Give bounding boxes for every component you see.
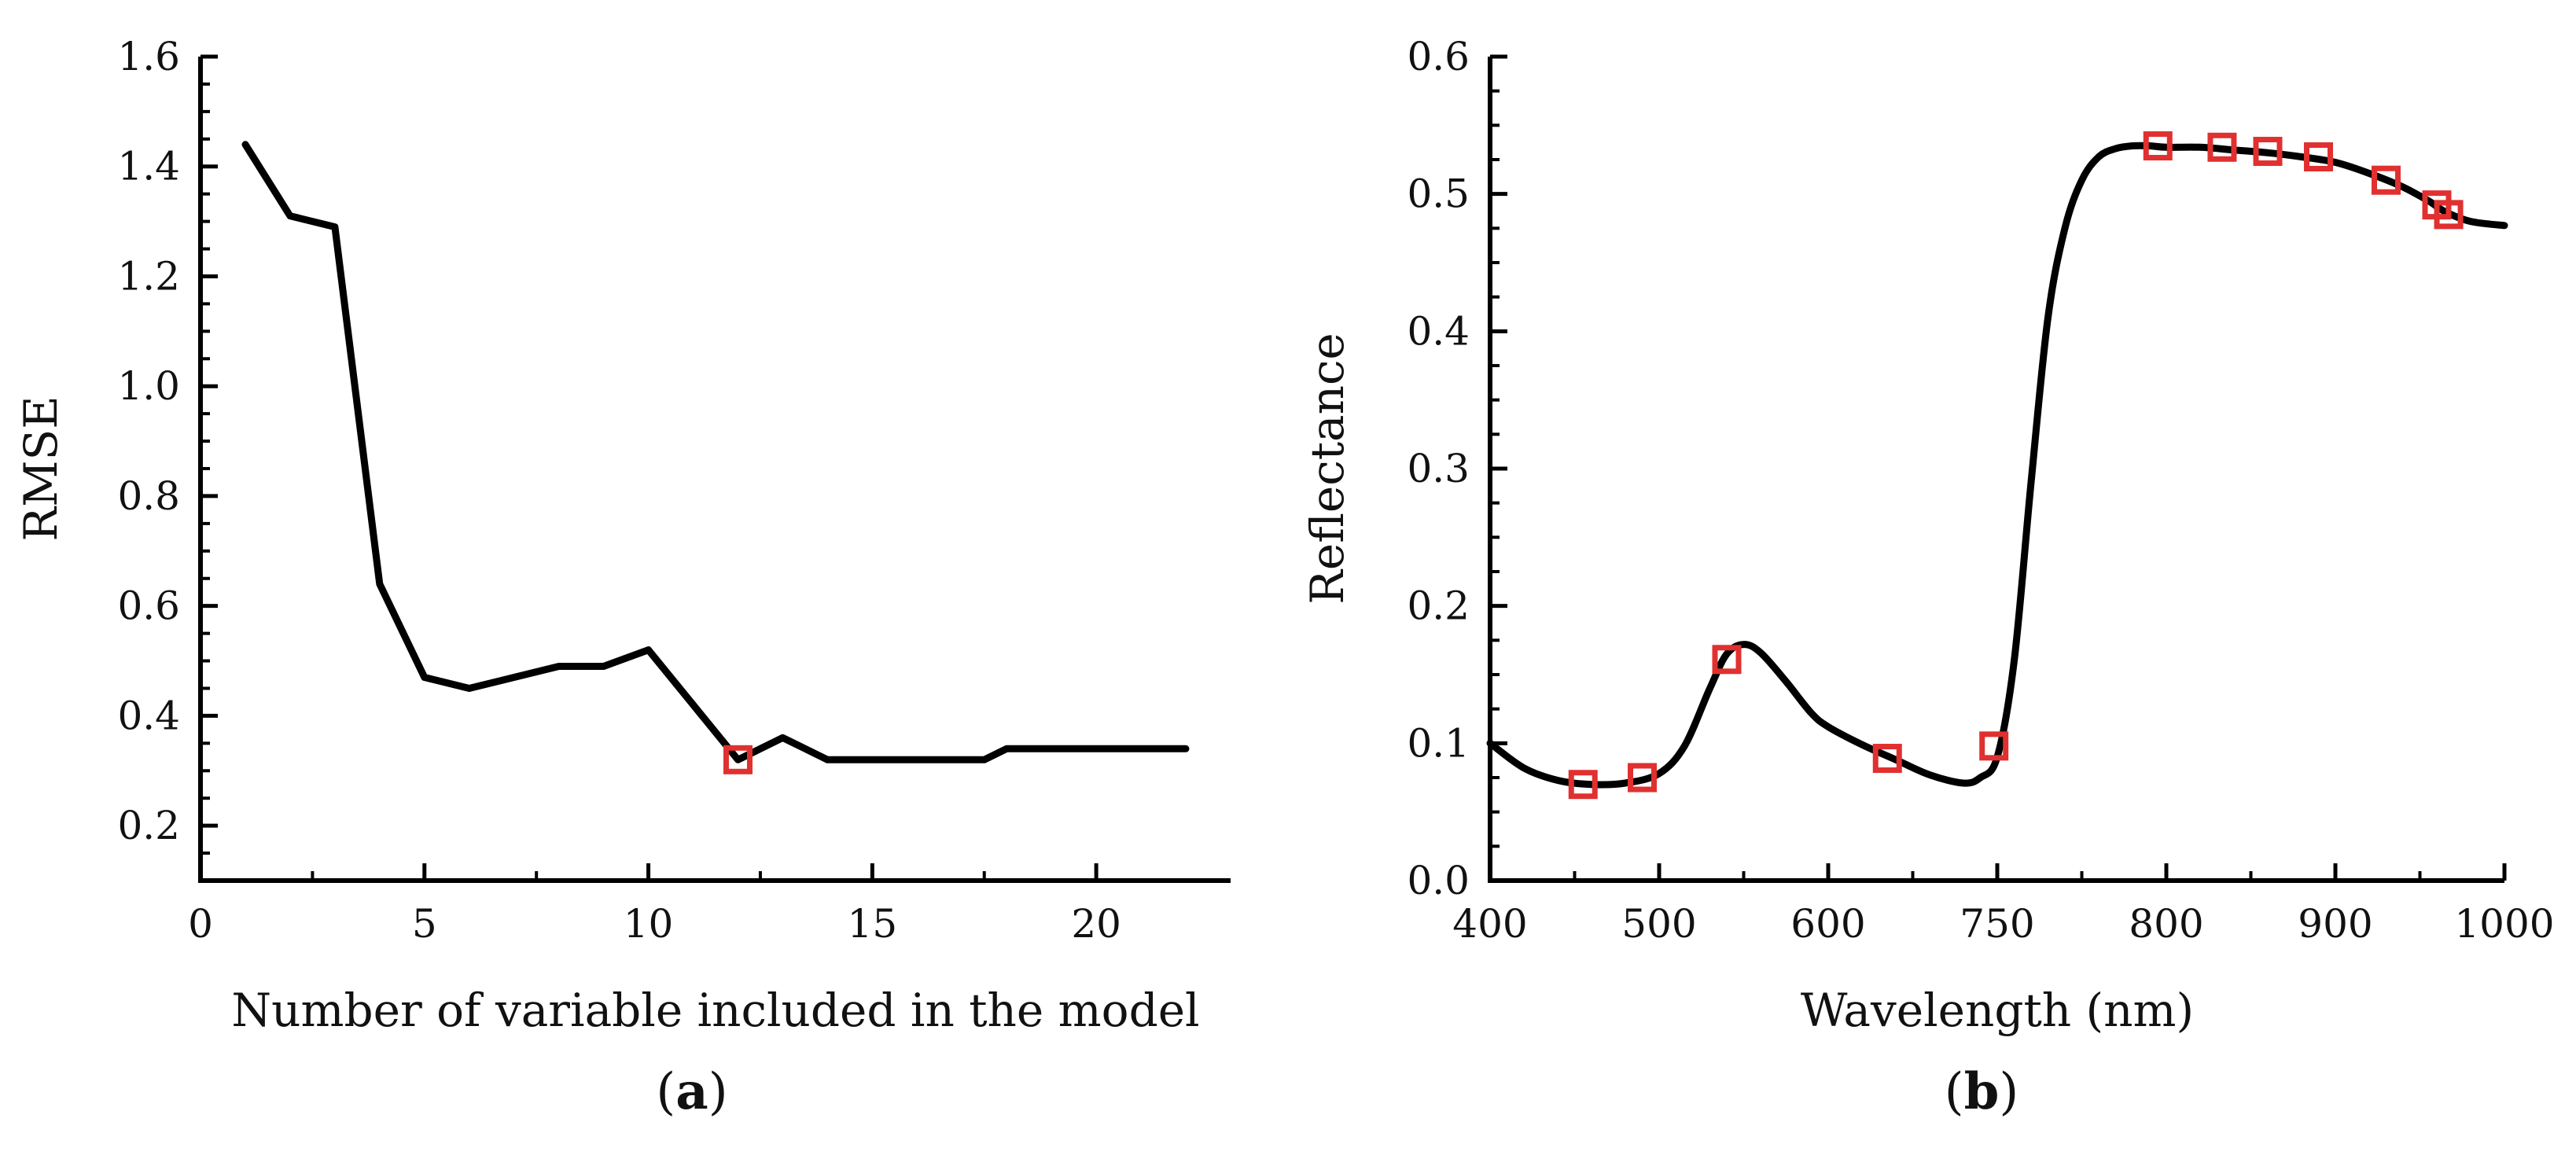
x-tick-label: 20 — [1071, 901, 1121, 947]
y-axis-title-a: RMSE — [14, 395, 68, 541]
x-tick-label: 0 — [188, 901, 213, 947]
y-ticks-b: 0.0 0.1 0.2 0.3 0.4 0.5 0.6 — [1407, 34, 1507, 903]
x-tick-label: 500 — [1621, 901, 1696, 947]
selected-point-marker — [2304, 142, 2333, 172]
selected-point-marker — [723, 745, 753, 774]
x-ticks-a: 0 5 10 15 20 — [188, 863, 1121, 947]
series-line-b — [1486, 142, 2508, 789]
panel-label-close-paren: ) — [1999, 1063, 2018, 1121]
panel-label-open-paren: ( — [656, 1063, 675, 1121]
series-b — [1486, 142, 2508, 789]
x-ticks-b: 400 500 600 750 800 900 1000 — [1452, 863, 2555, 947]
y-tick-label: 0.1 — [1407, 720, 1470, 766]
y-tick-label: 0.6 — [1407, 34, 1470, 79]
selected-point-marker — [2143, 131, 2173, 161]
chart-panel-b: 400 500 600 750 800 900 1000 0.00.10.20.30.40.… — [1301, 34, 2555, 1121]
y-tick-label: 1.6 — [117, 34, 180, 79]
markers-b — [1568, 131, 2464, 800]
panel-label-letter-b: b — [1964, 1062, 2000, 1121]
x-tick-label: 750 — [1960, 901, 2034, 947]
panel-label-b: (b) — [1945, 1062, 2019, 1121]
panel-label-a: (a) — [656, 1062, 727, 1121]
x-tick-label: 5 — [412, 901, 437, 947]
selected-point-marker — [1568, 770, 1598, 800]
y-tick-label: 0.8 — [117, 473, 180, 519]
panel-label-open-paren: ( — [1945, 1063, 1964, 1121]
x-tick-label: 15 — [848, 901, 898, 947]
selected-point-marker — [2253, 137, 2283, 167]
selected-point-marker — [2207, 132, 2237, 162]
selected-point-marker — [1712, 645, 1742, 675]
y-ticks-a: 0.2 0.4 0.6 0.8 1.0 1.2 1.4 1.6 — [117, 34, 218, 882]
panel-label-letter-a: a — [675, 1062, 708, 1121]
chart-panel-a: 0 5 10 15 20 0.2 0.4 0.6 0.8 1.0 1.2 1.4 1.6 Number… — [14, 34, 1231, 1121]
markers-a — [723, 745, 753, 774]
y-tick-label: 0.3 — [1407, 446, 1470, 491]
series-a — [241, 141, 1190, 763]
x-tick-label: 10 — [624, 901, 674, 947]
y-tick-label: 0.4 — [1407, 308, 1470, 354]
selected-point-marker — [2434, 200, 2464, 230]
y-tick-label: 0.4 — [117, 693, 180, 738]
selected-point-marker — [1979, 731, 2009, 761]
y-tick-label: 0.6 — [117, 583, 180, 629]
y-tick-label: 0.5 — [1407, 171, 1470, 217]
x-axis-title-a: Number of variable included in the model — [231, 984, 1199, 1037]
y-axis-title-b: Reflectance — [1301, 333, 1354, 605]
y-tick-label: 0.0 — [1407, 858, 1470, 903]
selected-point-marker — [2372, 165, 2401, 195]
x-tick-label: 800 — [2129, 901, 2203, 947]
y-tick-label: 0.2 — [117, 803, 180, 848]
x-tick-label: 400 — [1452, 901, 1527, 947]
x-tick-label: 900 — [2298, 901, 2372, 947]
y-tick-label: 1.2 — [117, 253, 180, 299]
x-tick-label: 600 — [1790, 901, 1865, 947]
selected-point-marker — [1872, 744, 1902, 774]
panel-label-close-paren: ) — [708, 1063, 728, 1121]
y-tick-label: 1.4 — [117, 144, 180, 189]
x-axis-title-b: Wavelength (nm) — [1801, 984, 2194, 1037]
y-tick-label: 1.0 — [117, 363, 180, 409]
y-tick-label: 0.2 — [1407, 583, 1470, 629]
selected-point-marker — [1628, 763, 1657, 793]
x-tick-label: 1000 — [2454, 901, 2554, 947]
series-line-a — [241, 141, 1190, 763]
